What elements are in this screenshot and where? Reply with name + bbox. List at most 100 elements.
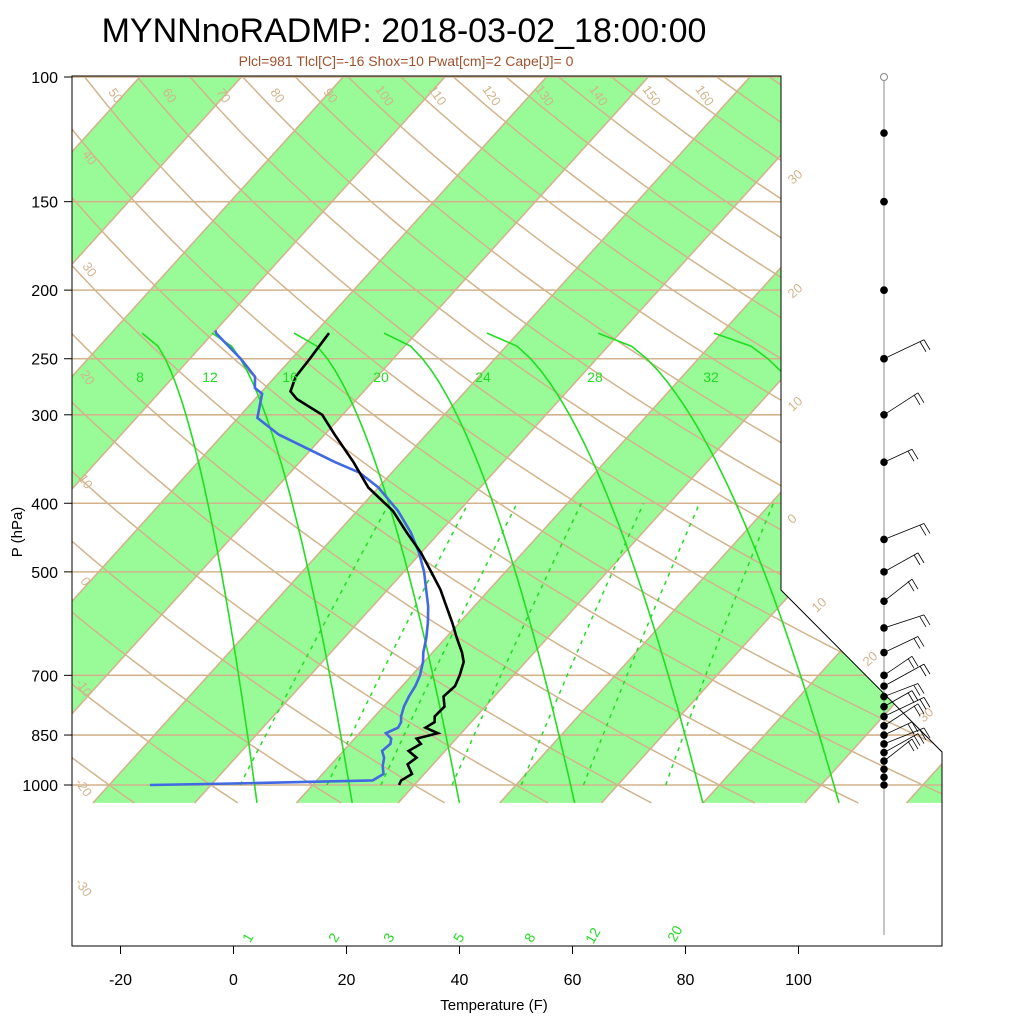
x-tick-label: 60 (564, 972, 582, 989)
mixing-ratio-line (451, 502, 583, 786)
wind-barb (883, 448, 913, 463)
y-tick-label: 1000 (22, 778, 58, 795)
mixing-ratio-line (520, 502, 645, 786)
wind-barb (883, 392, 919, 416)
dry-adiabat (72, 76, 342, 804)
wind-barb (883, 636, 919, 653)
mixing-ratio-label: 20 (664, 923, 686, 945)
x-tick-label: 40 (451, 972, 469, 989)
dry-adiabat (72, 76, 239, 804)
y-axis-label: P (hPa) (9, 507, 26, 558)
wind-dot (880, 458, 888, 467)
wind-barb (883, 339, 925, 360)
dry-adiabat-label: 150 (639, 82, 664, 108)
isotherm-line (702, 76, 942, 804)
plot-area (0, 45, 1024, 804)
isotherm-label: 30 (785, 166, 806, 187)
mixing-ratio-line (326, 502, 469, 786)
mixing-ratio-line (239, 502, 390, 786)
dry-adiabat (162, 76, 942, 804)
y-tick-label: 250 (31, 352, 58, 369)
wind-dot (880, 773, 888, 782)
wind-barb-flag (917, 636, 925, 647)
wind-barb-flag (923, 523, 931, 534)
wind-dot (880, 129, 888, 137)
isotherm-line (397, 76, 942, 804)
y-tick-label: 850 (31, 728, 58, 745)
wind-barb-flag (907, 450, 915, 462)
sounding-profiles (149, 330, 466, 787)
isotherm-line (1008, 61, 1024, 803)
dry-adiabat (72, 76, 942, 804)
mixing-ratio-label: 2 (325, 930, 343, 945)
wind-barb-flag (911, 721, 919, 733)
temperature-line (289, 332, 466, 786)
wind-barb-flag (919, 665, 927, 677)
wind-barb-flag (919, 525, 927, 536)
isotherm-line (905, 76, 942, 804)
isotherm-label: 10 (809, 594, 830, 615)
mixing-ratio-lines (239, 502, 774, 786)
y-tick-label: 500 (31, 565, 58, 582)
wind-barb (883, 721, 913, 736)
wind-barb (883, 683, 919, 697)
isotherm-line (72, 76, 257, 804)
wind-barb-flag (923, 697, 931, 708)
dry-adiabat (72, 76, 549, 804)
wind-profile (880, 73, 931, 935)
dry-adiabat-label: -30 (72, 875, 95, 899)
wind-dot (880, 765, 888, 774)
wind-barb-flag (917, 552, 925, 564)
y-tick-label: 300 (31, 408, 58, 425)
x-tick-label: -20 (109, 972, 132, 989)
dry-adiabat-label: 60 (159, 85, 180, 105)
moist-adiabat-label: 12 (202, 369, 218, 385)
isotherm-label: 20 (785, 280, 806, 301)
wind-barb (883, 733, 919, 753)
dry-adiabat-label: 80 (267, 85, 288, 105)
wind-barb-flag (907, 658, 915, 669)
wind-barb (883, 697, 925, 717)
wind-barb-flag (923, 614, 931, 626)
x-tick-label: 100 (785, 972, 812, 989)
mixing-ratio-label: 8 (521, 930, 539, 945)
x-tick-label: 0 (229, 972, 238, 989)
mixing-ratio-label: 12 (582, 925, 604, 947)
dry-adiabat-label: 50 (105, 85, 126, 105)
wind-dot (880, 286, 888, 294)
moist-adiabat-label: 20 (373, 369, 389, 385)
mixing-ratio-line (380, 502, 518, 786)
dry-adiabat (72, 76, 652, 804)
wind-barb-flag (907, 723, 915, 735)
wind-barb-flag (913, 735, 921, 746)
dry-adiabat-label: 10 (75, 471, 96, 491)
x-axis-label: Temperature (F) (440, 997, 548, 1014)
moist-adiabat-label: 16 (282, 369, 298, 385)
wind-barb-flag (919, 699, 927, 710)
mixing-ratio-label: 5 (450, 930, 468, 945)
wind-barb-flag (911, 448, 919, 460)
isotherm-line (92, 76, 765, 804)
isotherm-line (72, 76, 460, 804)
wind-barb-flag (923, 663, 931, 675)
dry-adiabat (0, 45, 31, 803)
wind-barb-flag (913, 638, 921, 649)
moist-adiabat (293, 332, 461, 804)
dry-adiabat-label: 20 (77, 367, 98, 387)
wind-barb (883, 738, 913, 762)
wind-barb (883, 523, 925, 540)
dry-adiabat (213, 76, 942, 804)
moist-adiabat (597, 332, 840, 804)
moist-adiabat-label: 8 (136, 369, 144, 385)
isotherm-line (72, 76, 359, 804)
moist-adiabat (211, 332, 353, 804)
temperature-band (72, 76, 460, 803)
wind-barb (883, 552, 919, 573)
wind-barb-flag (913, 705, 921, 717)
moist-adiabat-label: 24 (475, 369, 491, 385)
wind-dot (880, 781, 888, 789)
dry-adiabat (72, 76, 942, 804)
y-tick-label: 200 (31, 283, 58, 300)
wind-barb-flag (913, 554, 921, 566)
dry-adiabat-label: 160 (692, 82, 717, 108)
